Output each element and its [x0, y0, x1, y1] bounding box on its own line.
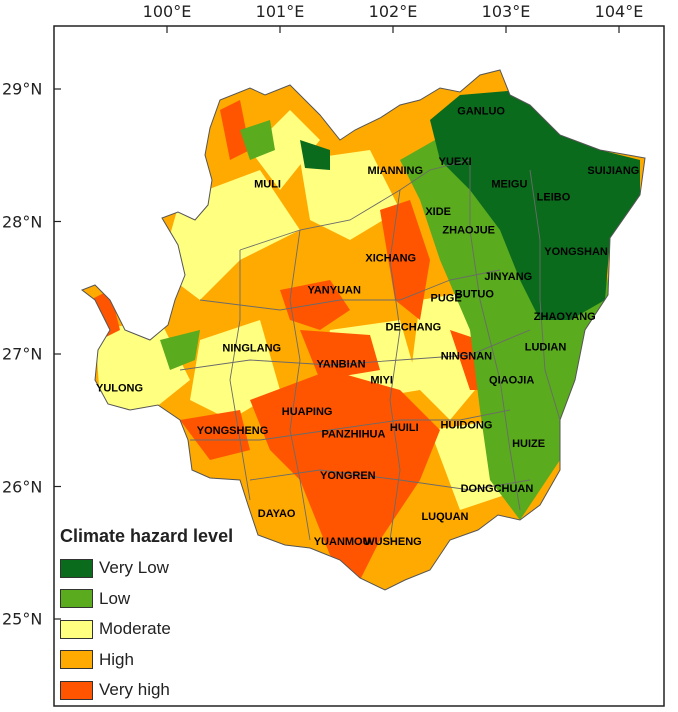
legend-item: Very Low [60, 553, 233, 584]
county-label: DECHANG [386, 321, 442, 333]
county-label: QIAOJIA [489, 374, 534, 386]
county-label: YANYUAN [308, 284, 361, 296]
legend-swatch [60, 619, 93, 639]
county-label: GANLUO [457, 105, 505, 117]
legend-swatch [60, 558, 93, 578]
legend-title: Climate hazard level [60, 526, 234, 546]
hazard-raster [82, 70, 645, 590]
county-label: DAYAO [258, 508, 296, 520]
legend-item: Moderate [60, 614, 233, 645]
county-label: YULONG [96, 382, 143, 394]
legend-item: Very high [60, 675, 233, 706]
county-label: ZHAOYANG [534, 311, 596, 323]
legend-label: Moderate [99, 619, 171, 639]
county-label: YANBIAN [316, 359, 365, 371]
county-label: MULI [254, 178, 281, 190]
longitude-tick-label: 104°E [594, 2, 644, 21]
latitude-tick-label: 25°N [2, 609, 43, 629]
county-label: YONGSHENG [197, 425, 269, 437]
latitude-tick-label: 27°N [2, 344, 43, 364]
county-label: LUDIAN [525, 341, 567, 353]
county-label: XICHANG [365, 253, 416, 265]
county-label: MIYI [370, 374, 393, 386]
county-borders [179, 159, 561, 541]
county-label: JINYANG [484, 271, 532, 283]
region-outline [80, 69, 646, 591]
county-label: YONGSHAN [544, 246, 608, 258]
county-label: DONGCHUAN [461, 483, 534, 495]
county-label: HUILI [390, 422, 419, 434]
legend-label: Very high [99, 680, 170, 700]
latitude-tick-label: 29°N [2, 79, 43, 99]
county-label: LEIBO [537, 192, 571, 204]
county-label: XIDE [425, 206, 451, 218]
county-label: YONGREN [320, 470, 376, 482]
longitude-tick-label: 100°E [142, 2, 192, 21]
county-label: MIANNING [367, 165, 423, 177]
latitude-tick-label: 26°N [2, 477, 43, 496]
county-label: WUSHENG [364, 536, 421, 548]
county-label: YUEXI [439, 156, 472, 168]
legend-label: Low [99, 588, 131, 608]
legend-label: Very Low [99, 558, 169, 578]
graticule-ticks [54, 26, 620, 620]
legend-item: Low [60, 584, 233, 615]
county-label: PUGE [431, 292, 462, 304]
county-label: MEIGU [491, 178, 527, 190]
legend-items: Very Low Low Moderate High Very high [60, 553, 233, 706]
latitude-tick-label: 28°N [2, 212, 43, 231]
legend-item: High [60, 645, 233, 676]
county-labels: GANLUO YUEXI MIANNING MEIGU SUIJIANG LEIBO MUL… [96, 105, 639, 548]
county-label: HUAPING [282, 406, 333, 418]
longitude-tick-label: 103°E [481, 2, 531, 21]
county-label: LUQUAN [421, 511, 468, 523]
longitude-tick-label: 101°E [255, 2, 305, 21]
legend-swatch [60, 680, 93, 700]
county-label: SUIJIANG [587, 165, 639, 177]
county-label: YUANMOU [314, 536, 371, 548]
county-label: NINGNAN [441, 351, 492, 363]
hazard-zone-very-high [90, 100, 495, 580]
longitude-tick-label: 102°E [368, 2, 418, 21]
county-label: HUIZE [512, 438, 545, 450]
county-label: NINGLANG [222, 343, 281, 355]
county-label: HUIDONG [440, 419, 492, 431]
county-label: PANZHIHUA [321, 429, 385, 441]
county-label: ZHAOJUE [442, 225, 495, 237]
legend-swatch [60, 650, 93, 670]
legend-swatch [60, 589, 93, 609]
county-label: BUTUO [455, 288, 495, 300]
legend-label: High [99, 649, 134, 669]
legend: Climate hazard level Very Low Low Moderate… [60, 526, 233, 706]
